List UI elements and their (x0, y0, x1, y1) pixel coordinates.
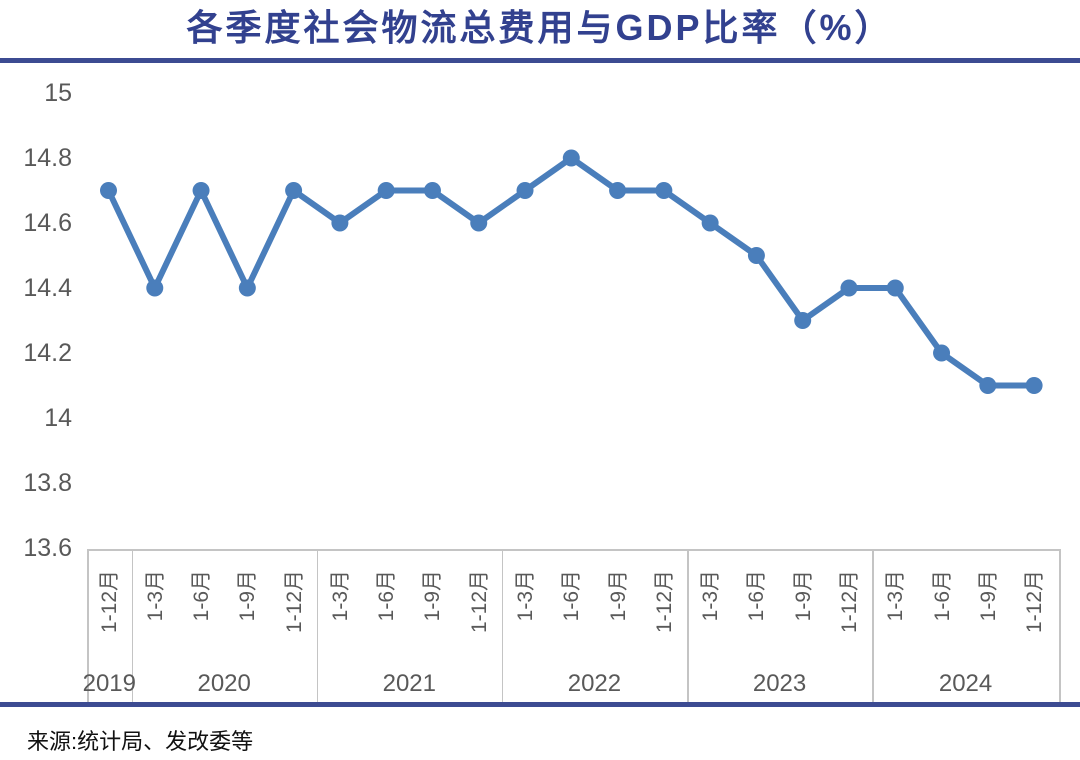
quarter-label: 1-3月 (328, 570, 352, 622)
year-group-divider (687, 549, 689, 703)
quarter-label: 1-12月 (652, 570, 676, 634)
quarter-label: 1-12月 (282, 570, 306, 634)
quarter-label: 1-3月 (143, 570, 167, 622)
data-point-marker (470, 214, 488, 232)
year-label: 2019 (82, 670, 136, 697)
year-label: 2021 (382, 670, 436, 697)
data-point-marker (747, 247, 765, 264)
year-group-divider (1059, 549, 1061, 703)
y-tick-label: 13.6 (23, 534, 72, 562)
y-tick-label: 14.8 (23, 144, 72, 172)
data-point-marker (331, 214, 349, 232)
y-tick-label: 14.2 (23, 339, 72, 367)
quarter-label: 1-9月 (421, 570, 445, 622)
year-group-divider (501, 549, 504, 703)
quarter-label: 1-3月 (884, 570, 908, 622)
year-label: 2024 (938, 670, 993, 697)
data-point-marker (238, 279, 256, 297)
data-point-marker (840, 279, 858, 297)
source-note: 来源:统计局、发改委等 (27, 729, 254, 754)
data-point-marker (146, 279, 164, 297)
quarter-label: 1-9月 (791, 570, 815, 622)
data-point-marker (562, 149, 580, 167)
quarter-label: 1-9月 (606, 570, 630, 622)
quarter-label: 1-9月 (976, 570, 1000, 622)
quarter-label: 1-9月 (236, 570, 260, 622)
y-tick-label: 14 (44, 404, 72, 432)
quarter-label: 1-12月 (467, 570, 491, 634)
quarter-label: 1-12月 (97, 570, 121, 634)
data-point-marker (423, 182, 441, 199)
data-point-marker (192, 182, 210, 199)
data-point-marker (285, 182, 303, 199)
year-group-divider (316, 549, 319, 703)
data-point-marker (794, 312, 812, 329)
year-group-divider (87, 549, 89, 703)
y-tick-label: 13.8 (23, 469, 72, 497)
data-point-marker (979, 377, 997, 394)
data-point-marker (886, 279, 904, 297)
quarter-label: 1-6月 (375, 570, 399, 622)
quarter-label: 1-6月 (190, 570, 214, 622)
year-group-divider (131, 549, 134, 703)
quarter-label: 1-12月 (1023, 570, 1047, 634)
page-title: 各季度社会物流总费用与GDP比率（%） (186, 7, 894, 48)
quarter-label: 1-3月 (514, 570, 538, 622)
data-point-marker (933, 344, 951, 362)
data-point-marker (701, 214, 719, 232)
y-tick-label: 14.6 (23, 209, 72, 237)
data-point-marker (655, 182, 673, 199)
quarter-label: 1-12月 (837, 570, 861, 634)
y-tick-label: 15 (44, 79, 72, 107)
data-point-marker (1025, 377, 1043, 394)
year-label: 2020 (197, 670, 251, 697)
y-tick-label: 14.4 (23, 274, 72, 302)
quarter-label: 1-6月 (930, 570, 954, 622)
data-point-marker (377, 182, 395, 199)
data-point-marker (609, 182, 627, 199)
year-group-divider (872, 549, 874, 703)
data-point-marker (516, 182, 534, 199)
footer-rule (0, 702, 1080, 707)
year-label: 2023 (752, 670, 807, 697)
year-label: 2022 (567, 670, 622, 697)
title-underline-rule (0, 58, 1080, 63)
quarter-label: 1-6月 (745, 570, 769, 622)
quarter-label: 1-3月 (699, 570, 723, 622)
data-point-marker (100, 182, 117, 199)
x-axis-line (87, 549, 1059, 551)
quarter-label: 1-6月 (560, 570, 584, 622)
series-line (105, 155, 1038, 389)
